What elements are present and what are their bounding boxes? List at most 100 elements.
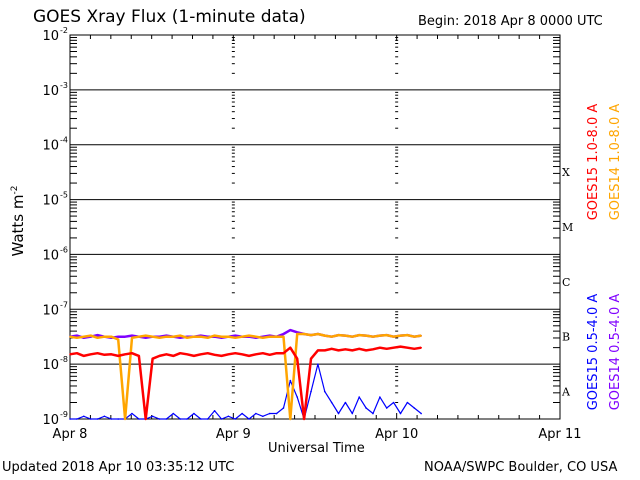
data-point <box>248 355 250 357</box>
data-point <box>282 352 285 354</box>
legend-entry: GOES14 1.0-8.0 A <box>608 104 623 221</box>
y-tick-exponent: -5 <box>60 191 68 200</box>
data-point <box>103 354 106 356</box>
data-point <box>323 349 326 352</box>
data-point <box>372 412 374 415</box>
data-point <box>406 334 409 336</box>
y-tick-exponent: -2 <box>60 26 68 35</box>
data-point <box>358 334 360 336</box>
data-point <box>193 412 195 415</box>
data-point <box>200 353 202 356</box>
data-point <box>117 338 119 341</box>
data-point <box>248 334 250 337</box>
data-point <box>330 347 333 350</box>
data-point <box>406 346 409 349</box>
data-point <box>385 334 388 336</box>
data-point <box>96 337 99 339</box>
data-point <box>151 357 154 360</box>
data-point <box>69 353 71 356</box>
data-point <box>151 415 154 418</box>
data-point <box>110 353 113 356</box>
y-tick-exponent: -8 <box>60 355 68 364</box>
data-point <box>255 335 257 338</box>
data-point <box>193 355 195 357</box>
x-tick-label: Apr 8 <box>53 427 88 442</box>
data-point <box>392 335 395 338</box>
data-point <box>323 334 326 337</box>
data-point <box>165 353 168 356</box>
data-point <box>186 353 188 356</box>
data-point <box>110 335 113 338</box>
data-point <box>337 334 340 336</box>
data-point <box>234 337 237 339</box>
data-point <box>399 334 402 337</box>
data-point <box>379 396 381 398</box>
data-point <box>234 418 237 420</box>
data-point <box>392 401 395 404</box>
data-point <box>379 346 381 349</box>
data-point <box>289 379 292 382</box>
y-tick-label: 10 <box>42 413 59 428</box>
data-point <box>138 335 140 338</box>
data-point <box>206 337 209 339</box>
data-point <box>82 415 85 418</box>
chart-title: GOES Xray Flux (1-minute data) <box>33 7 306 27</box>
data-point <box>310 334 312 336</box>
data-point <box>282 335 285 338</box>
data-point <box>76 352 78 354</box>
data-point <box>89 353 92 356</box>
data-point <box>248 418 250 420</box>
data-point <box>323 390 326 393</box>
data-point <box>96 334 99 336</box>
data-point <box>179 352 181 354</box>
data-point <box>303 333 305 335</box>
data-point <box>138 355 140 357</box>
y-tick-label: 10 <box>42 303 59 318</box>
data-point <box>330 335 333 338</box>
data-point <box>372 335 374 338</box>
data-point <box>82 335 85 338</box>
data-point <box>76 337 78 339</box>
y-tick-exponent: -4 <box>60 136 68 145</box>
data-point <box>213 334 216 337</box>
data-point <box>406 401 409 404</box>
data-point <box>275 335 278 338</box>
y-tick-exponent: -3 <box>60 81 68 90</box>
data-point <box>344 334 347 337</box>
data-point <box>172 355 175 357</box>
data-point <box>69 418 71 420</box>
data-point <box>131 334 133 337</box>
data-point <box>131 412 133 415</box>
data-point <box>413 347 416 350</box>
data-point <box>399 412 402 415</box>
y-tick-label: 10 <box>42 84 59 99</box>
data-point <box>69 335 71 338</box>
data-point <box>144 337 147 339</box>
x-tick-label: Apr 10 <box>375 427 418 442</box>
series-line-goes15-0-5-4-0-a <box>70 363 422 420</box>
data-point <box>124 335 126 338</box>
data-point <box>365 407 367 409</box>
y-tick-label: 10 <box>42 29 59 44</box>
series-line-goes14-1-0-8-0-a <box>69 332 422 421</box>
data-point <box>172 335 175 338</box>
y-tick-label: 10 <box>42 194 59 209</box>
data-point <box>310 357 312 360</box>
data-point <box>303 418 305 420</box>
data-point <box>234 352 237 354</box>
legend-entry: GOES15 1.0-8.0 A <box>586 104 601 221</box>
data-point <box>392 346 395 349</box>
data-point <box>96 352 99 354</box>
data-point <box>351 335 354 338</box>
data-point <box>261 415 264 418</box>
data-point <box>241 353 243 356</box>
data-point <box>82 355 85 357</box>
data-point <box>186 337 188 339</box>
data-point <box>227 335 230 338</box>
data-point <box>110 418 113 420</box>
data-point <box>296 331 299 334</box>
flare-class-label: B <box>562 331 570 344</box>
data-point <box>179 334 181 337</box>
data-point <box>124 418 126 420</box>
